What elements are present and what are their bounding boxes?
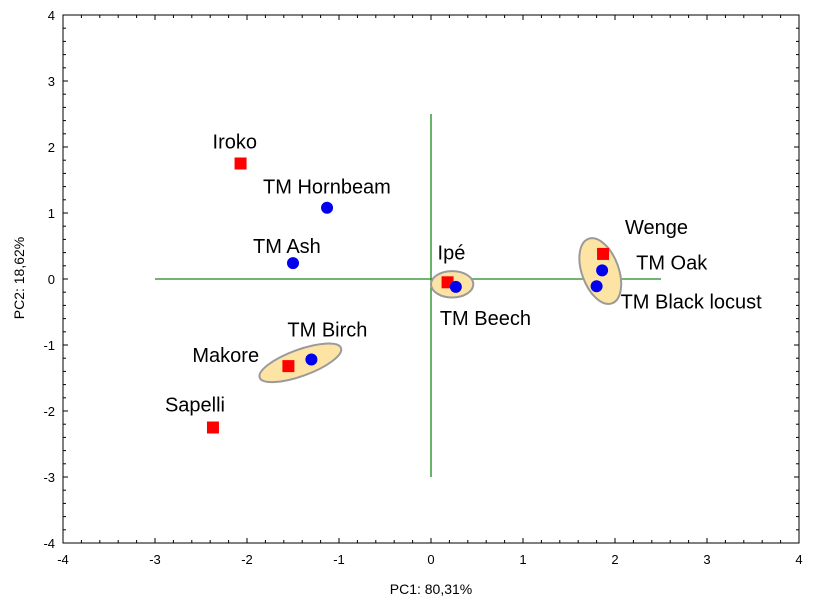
y-tick-label: -4: [43, 536, 55, 551]
red-square-marker: [597, 247, 610, 260]
point-label: Iroko: [213, 132, 257, 154]
x-tick-label: 1: [519, 552, 526, 567]
point-label: TM Oak: [636, 252, 708, 274]
point-label: TM Ash: [253, 236, 321, 258]
point-label: TM Birch: [287, 320, 367, 342]
x-tick-label: -1: [333, 552, 345, 567]
blue-circle-marker: [305, 353, 318, 366]
point-label: Ipé: [438, 242, 466, 264]
x-tick-label: -3: [149, 552, 161, 567]
x-tick-label: 3: [703, 552, 710, 567]
group-ellipse: [258, 342, 343, 384]
x-tick-label: -2: [241, 552, 253, 567]
x-axis-title: PC1: 80,31%: [390, 581, 473, 597]
red-square-marker: [234, 157, 247, 170]
blue-circle-marker: [287, 257, 299, 270]
blue-circle-marker: [596, 264, 609, 277]
y-tick-label: -1: [43, 338, 55, 353]
x-tick-label: 4: [795, 552, 802, 567]
x-tick-label: -4: [57, 552, 69, 567]
y-axis-title: PC2: 18,62%: [11, 237, 27, 320]
blue-circle-marker: [590, 280, 603, 293]
markers-layer: [206, 157, 610, 434]
x-tick-label: 2: [611, 552, 618, 567]
point-label: Wenge: [625, 217, 688, 239]
point-label: TM Hornbeam: [263, 177, 391, 199]
x-tick-label: 0: [427, 552, 434, 567]
point-labels-layer: Iroko Makore Sapelli Ipé Wenge TM Hornbeam TM …: [165, 132, 762, 417]
y-tick-label: -2: [43, 404, 55, 419]
ticks-layer: -4 -3 -2 -1 0 1 2 3 4 -4 -3 -2 -1 0 1 2 3 4: [43, 8, 802, 567]
blue-circle-marker: [321, 201, 334, 214]
red-square-marker: [206, 421, 219, 434]
point-label: TM Black locust: [621, 291, 763, 313]
y-tick-label: 2: [48, 140, 55, 155]
y-tick-label: 3: [48, 74, 55, 89]
y-tick-label: 4: [48, 8, 55, 23]
reference-lines-layer: [155, 114, 661, 477]
y-tick-label: 1: [48, 206, 55, 221]
y-tick-label: -3: [43, 470, 55, 485]
blue-circle-marker: [449, 280, 462, 293]
red-square-marker: [282, 360, 295, 373]
point-label: Makore: [192, 345, 259, 367]
point-label: Sapelli: [165, 395, 225, 417]
y-tick-label: 0: [48, 272, 55, 287]
point-label: TM Beech: [440, 308, 531, 330]
